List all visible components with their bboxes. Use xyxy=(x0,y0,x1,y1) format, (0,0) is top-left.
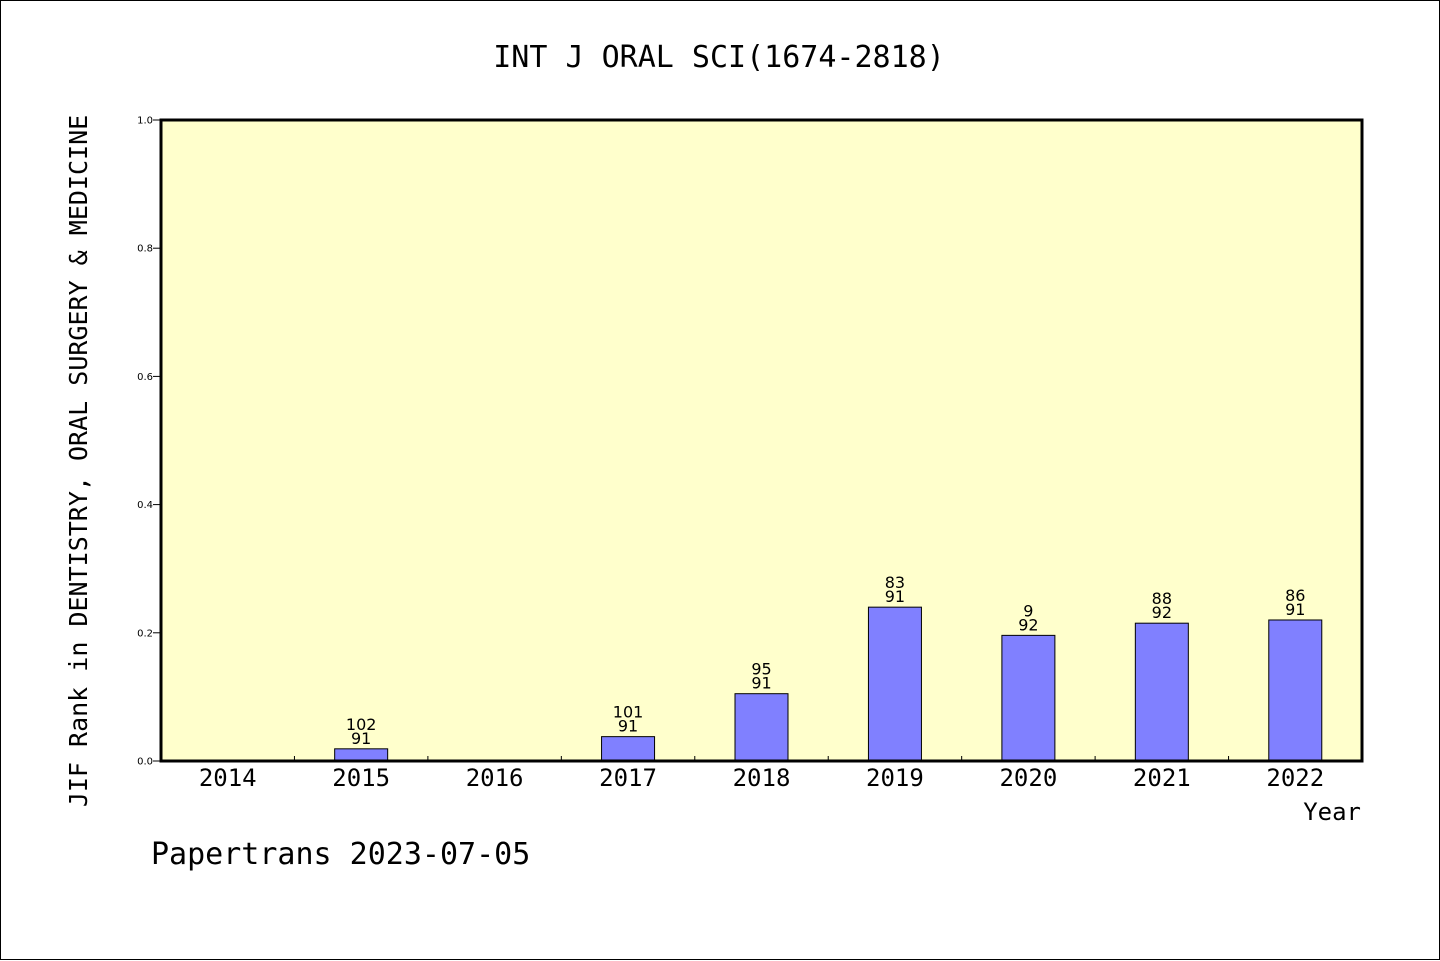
x-axis-label: Year xyxy=(1303,798,1361,826)
bar-label-bottom: 92 xyxy=(1018,615,1038,634)
x-axis-ticks: 2014 2015 2016 2017 2018 2019 2020 2021 2022 xyxy=(199,756,1324,792)
bar-2018 xyxy=(734,693,789,762)
bar-label-top: 9 xyxy=(1023,601,1033,620)
bar-label-bottom: 91 xyxy=(885,587,905,606)
bar-2019 xyxy=(867,606,922,762)
x-tick-label: 2019 xyxy=(866,764,924,792)
bar-label-bottom: 91 xyxy=(751,674,771,693)
plot-border xyxy=(159,118,1364,763)
x-tick-label: 2018 xyxy=(733,764,791,792)
bar-label-top: 83 xyxy=(885,573,905,592)
bar-label-top: 101 xyxy=(613,703,644,722)
bars-group xyxy=(334,606,1323,762)
bar-label-top: 88 xyxy=(1152,589,1172,608)
x-tick-label: 2020 xyxy=(999,764,1057,792)
bar-label-bottom: 91 xyxy=(618,717,638,736)
x-tick-label: 2015 xyxy=(332,764,390,792)
y-axis-ticks: 0.0 0.2 0.4 0.6 0.8 1.0 xyxy=(137,116,161,768)
bar-label-bottom: 91 xyxy=(1285,600,1305,619)
y-tick-label: 0.8 xyxy=(137,244,153,255)
y-tick-label: 1.0 xyxy=(137,116,153,127)
bar-label-top: 86 xyxy=(1285,586,1305,605)
bar-2017 xyxy=(601,736,656,762)
bar-2015 xyxy=(334,748,389,762)
bar-2020 xyxy=(1001,634,1056,762)
bar-label-top: 95 xyxy=(751,660,771,679)
x-tick-label: 2016 xyxy=(466,764,524,792)
y-tick-label: 0.0 xyxy=(137,757,153,768)
x-tick-label: 2014 xyxy=(199,764,257,792)
bar-label-bottom: 91 xyxy=(351,729,371,748)
chart-title: INT J ORAL SCI(1674-2818) xyxy=(493,40,945,75)
x-tick-label: 2021 xyxy=(1133,764,1191,792)
y-tick-label: 0.6 xyxy=(137,372,153,383)
y-tick-label: 0.4 xyxy=(137,500,153,511)
footer-credit: Papertrans 2023-07-05 xyxy=(151,837,530,872)
bar-2021 xyxy=(1134,622,1189,762)
bar-label-top: 102 xyxy=(346,715,377,734)
bar-label-bottom: 92 xyxy=(1152,603,1172,622)
x-tick-label: 2017 xyxy=(599,764,657,792)
y-axis-label: JIF Rank in DENTISTRY, ORAL SURGERY & ME… xyxy=(64,115,93,807)
bar-2022 xyxy=(1268,619,1323,762)
y-tick-label: 0.2 xyxy=(137,628,153,639)
x-tick-label: 2022 xyxy=(1266,764,1324,792)
